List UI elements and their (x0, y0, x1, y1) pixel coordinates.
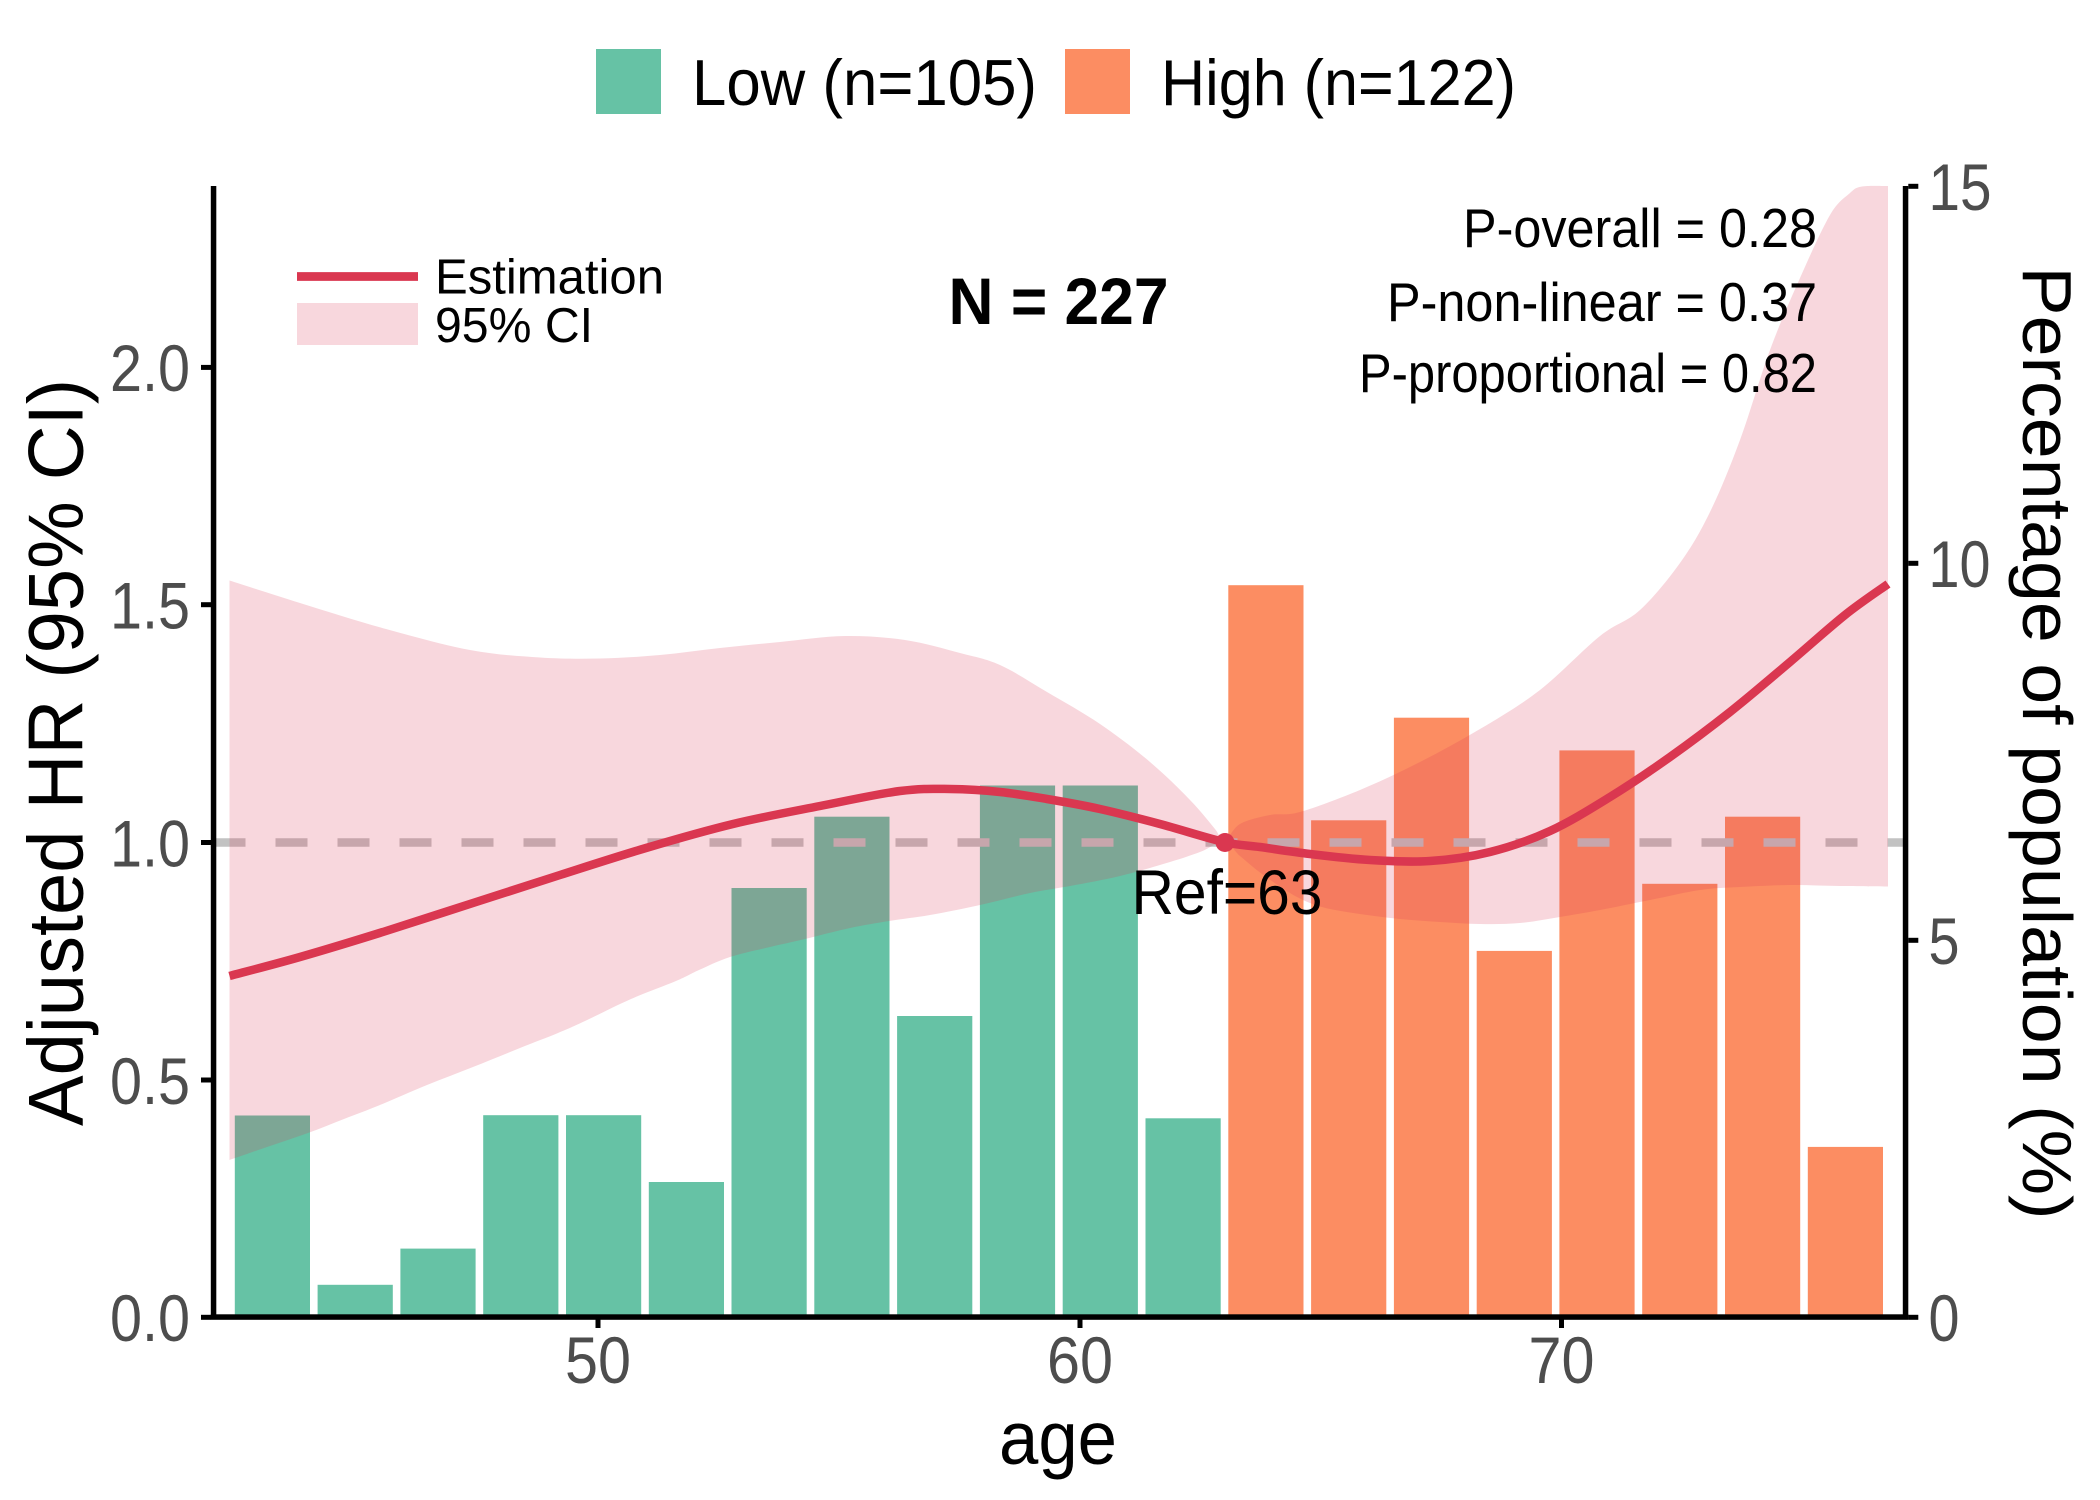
svg-text:1.5: 1.5 (110, 569, 190, 643)
svg-text:P-overall = 0.28: P-overall = 0.28 (1463, 198, 1817, 259)
svg-text:Estimation: Estimation (435, 251, 664, 305)
svg-text:High (n=122): High (n=122) (1161, 46, 1516, 119)
svg-text:0.0: 0.0 (110, 1281, 190, 1355)
svg-text:Adjusted HR (95% CI): Adjusted HR (95% CI) (12, 379, 100, 1126)
svg-text:Percentage of population (%): Percentage of population (%) (2008, 267, 2086, 1220)
svg-text:95% CI: 95% CI (435, 299, 593, 353)
svg-text:Low (n=105): Low (n=105) (692, 46, 1037, 119)
svg-text:50: 50 (565, 1323, 631, 1397)
svg-text:60: 60 (1047, 1323, 1113, 1397)
svg-text:N = 227: N = 227 (949, 264, 1169, 338)
svg-text:1.0: 1.0 (110, 806, 190, 880)
svg-text:Ref=63: Ref=63 (1132, 858, 1323, 928)
svg-text:2.0: 2.0 (110, 331, 190, 405)
svg-text:age: age (999, 1396, 1117, 1480)
svg-text:15: 15 (1929, 150, 1992, 224)
svg-text:0.5: 0.5 (110, 1044, 190, 1118)
svg-text:P-non-linear = 0.37: P-non-linear = 0.37 (1387, 272, 1817, 333)
svg-text:5: 5 (1929, 904, 1960, 978)
svg-text:10: 10 (1929, 527, 1991, 601)
svg-text:0: 0 (1929, 1281, 1960, 1355)
svg-text:70: 70 (1529, 1323, 1595, 1397)
svg-text:P-proportional = 0.82: P-proportional = 0.82 (1359, 343, 1817, 404)
